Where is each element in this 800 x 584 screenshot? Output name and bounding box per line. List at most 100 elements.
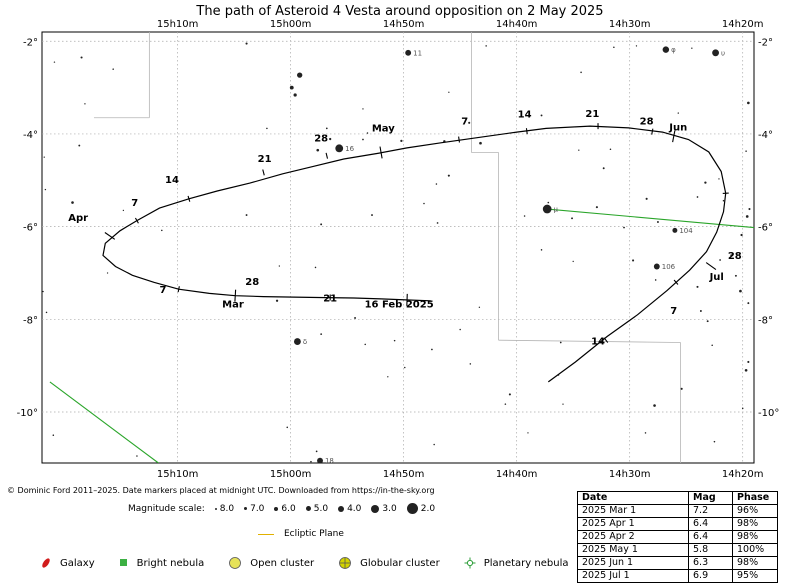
table-row: 2025 May 1 5.8 100% bbox=[577, 543, 778, 557]
field-star bbox=[713, 440, 716, 443]
field-star bbox=[745, 215, 749, 218]
star-label: δ bbox=[303, 338, 307, 346]
dec-tick-label-right: -10° bbox=[758, 408, 779, 419]
labelled-star bbox=[335, 144, 344, 153]
field-star bbox=[747, 302, 750, 305]
path-date-label: 14 bbox=[591, 336, 605, 347]
field-star bbox=[578, 149, 580, 151]
labelled-star bbox=[712, 49, 719, 57]
field-star bbox=[718, 178, 720, 180]
field-star bbox=[52, 434, 55, 436]
dec-tick-label-left: -6° bbox=[23, 223, 38, 234]
field-star bbox=[613, 46, 615, 49]
field-star bbox=[329, 137, 332, 141]
magnitude-scale-item: 4.0 bbox=[338, 504, 361, 514]
field-star bbox=[508, 393, 511, 396]
star-label: μ bbox=[554, 206, 559, 214]
magnitude-scale-label: Magnitude scale: bbox=[128, 503, 205, 514]
legend-galaxy: Galaxy bbox=[40, 556, 95, 570]
path-date-label: 28 bbox=[728, 251, 742, 262]
field-star bbox=[722, 199, 725, 202]
path-date-label: 21 bbox=[585, 109, 599, 120]
field-star bbox=[314, 266, 317, 269]
path-week-tick bbox=[187, 195, 191, 202]
path-month-tick bbox=[705, 262, 717, 270]
path-week-tick bbox=[673, 279, 679, 285]
field-star bbox=[84, 103, 86, 105]
ecliptic-key-label: Ecliptic Plane bbox=[284, 529, 344, 539]
path-date-label: Apr bbox=[68, 213, 88, 224]
field-star bbox=[734, 274, 737, 277]
field-star bbox=[719, 259, 721, 261]
dec-tick-label-left: -2° bbox=[23, 37, 38, 48]
field-star bbox=[71, 201, 74, 204]
asteroid-path bbox=[102, 125, 727, 383]
star-label: υ bbox=[721, 49, 725, 57]
ecliptic-key-line bbox=[258, 533, 274, 535]
field-star bbox=[540, 114, 543, 117]
field-star bbox=[609, 148, 612, 151]
planetary-nebula-icon bbox=[464, 557, 476, 569]
field-star bbox=[696, 285, 699, 288]
field-star bbox=[315, 450, 318, 453]
field-star bbox=[730, 254, 733, 257]
path-date-label: 21 bbox=[323, 294, 337, 305]
labelled-star bbox=[653, 263, 660, 270]
table-row: 2025 Apr 1 6.4 98% bbox=[577, 517, 778, 531]
constellation-boundary bbox=[498, 339, 681, 343]
field-star bbox=[656, 221, 659, 223]
dec-tick-label-left: -4° bbox=[23, 130, 38, 141]
field-star bbox=[523, 215, 526, 217]
ra-tick-label-top: 14h40m bbox=[496, 19, 538, 30]
field-star bbox=[527, 432, 529, 434]
dec-tick-label-right: -4° bbox=[758, 130, 773, 141]
field-star bbox=[485, 45, 487, 47]
field-star bbox=[366, 132, 369, 134]
field-star bbox=[320, 333, 323, 336]
field-star bbox=[266, 127, 268, 130]
field-star bbox=[595, 206, 598, 209]
ra-tick-label-bottom: 14h20m bbox=[722, 469, 764, 480]
plot-frame bbox=[41, 31, 755, 464]
path-month-tick bbox=[672, 130, 676, 143]
field-star bbox=[635, 45, 638, 47]
field-star bbox=[436, 222, 439, 224]
ra-tick-label-top: 14h30m bbox=[609, 19, 651, 30]
path-date-label: Jul bbox=[709, 272, 724, 283]
field-star bbox=[704, 181, 707, 184]
table-header-phase: Phase bbox=[732, 491, 778, 505]
path-date-label: 28 bbox=[640, 117, 654, 128]
field-star bbox=[540, 249, 543, 251]
field-star bbox=[112, 68, 114, 70]
ra-tick-label-bottom: 14h40m bbox=[496, 469, 538, 480]
path-date-label: 7 bbox=[131, 198, 138, 209]
field-star bbox=[580, 71, 582, 74]
path-week-tick bbox=[603, 337, 609, 343]
field-star bbox=[632, 259, 635, 262]
field-star bbox=[275, 299, 279, 302]
field-star bbox=[653, 404, 656, 407]
field-star bbox=[739, 289, 742, 293]
path-date-label: 7 bbox=[159, 285, 166, 296]
path-date-label: 14 bbox=[165, 175, 179, 186]
field-star bbox=[706, 320, 709, 323]
magnitude-scale-item: 3.0 bbox=[371, 504, 397, 514]
path-month-tick bbox=[104, 232, 116, 240]
magnitude-scale-item: 2.0 bbox=[406, 503, 435, 514]
path-date-label: 14 bbox=[518, 110, 532, 121]
path-date-label: Mar bbox=[222, 300, 244, 311]
labelled-star bbox=[672, 227, 678, 233]
field-star bbox=[691, 47, 693, 49]
field-star bbox=[745, 150, 747, 152]
table-row: 2025 Mar 1 7.2 96% bbox=[577, 504, 778, 518]
ra-tick-label-top: 15h00m bbox=[270, 19, 312, 30]
field-star bbox=[393, 339, 396, 342]
field-star bbox=[711, 344, 713, 347]
field-star bbox=[245, 214, 248, 217]
field-star bbox=[106, 272, 109, 274]
ra-tick-label-top: 14h20m bbox=[722, 19, 764, 30]
dec-tick-label-left: -10° bbox=[17, 408, 38, 419]
magnitude-scale-item: 5.0 bbox=[305, 504, 328, 514]
labelled-star bbox=[662, 46, 670, 53]
field-star bbox=[293, 93, 297, 97]
